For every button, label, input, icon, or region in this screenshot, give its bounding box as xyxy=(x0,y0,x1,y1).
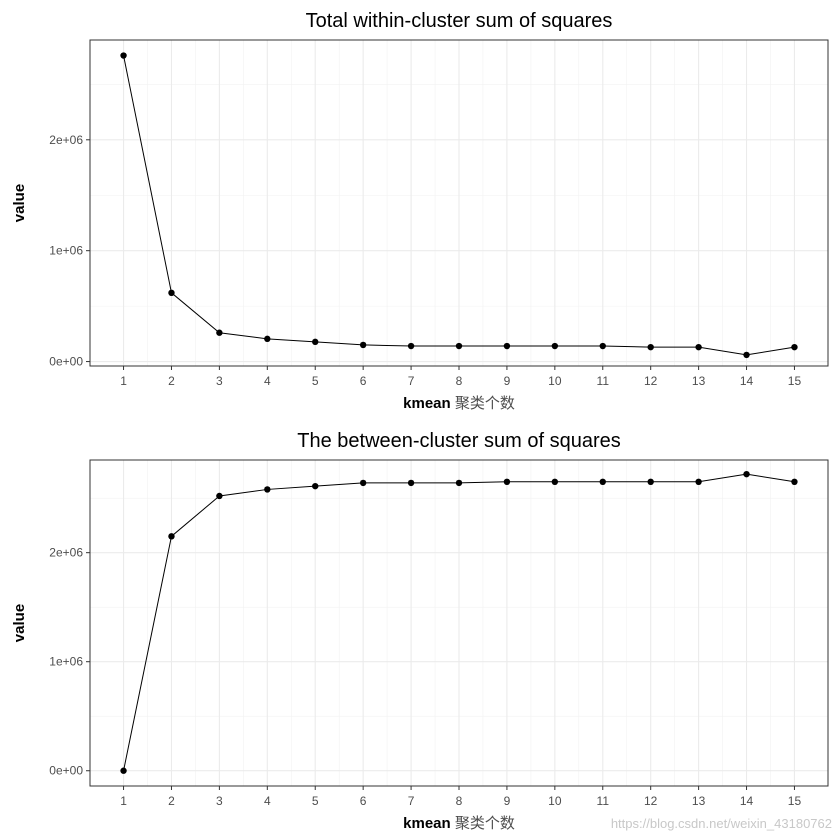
x-tick-label: 2 xyxy=(168,794,175,808)
x-tick-label: 4 xyxy=(264,374,271,388)
y-tick-label: 1e+06 xyxy=(49,244,83,258)
data-point xyxy=(312,482,319,490)
x-axis-label-suffix: 聚类个数 xyxy=(455,814,515,832)
data-point xyxy=(695,478,702,486)
x-tick-label: 10 xyxy=(548,794,562,808)
data-point xyxy=(743,351,750,359)
data-point xyxy=(599,342,606,350)
y-axis-label: value xyxy=(11,604,28,642)
y-tick-label: 1e+06 xyxy=(49,655,83,669)
panel-within-ss: 1 2 3 4 5 6 7 8 9 10 11 12 13 14 150e+001e+062e+06Tota… xyxy=(11,10,829,412)
data-point xyxy=(359,341,367,349)
x-axis-label-suffix: 聚类个数 xyxy=(455,394,515,412)
data-point xyxy=(359,479,367,487)
watermark-text: https://blog.csdn.net/weixin_43180762 xyxy=(611,816,832,831)
y-tick-label: 0e+00 xyxy=(49,355,83,369)
chart-title: Total within-cluster sum of squares xyxy=(306,10,613,32)
data-point xyxy=(791,478,798,486)
chart-title: The between-cluster sum of squares xyxy=(297,430,621,452)
data-point xyxy=(455,342,463,350)
y-axis-label: value xyxy=(11,184,28,222)
data-point xyxy=(216,492,223,500)
data-point xyxy=(455,479,463,487)
x-tick-label: 10 xyxy=(548,374,562,388)
x-axis-label-main: kmean xyxy=(403,395,455,412)
x-tick-label: 4 xyxy=(264,794,271,808)
x-axis-label-main: kmean xyxy=(403,815,455,832)
x-tick-label: 5 xyxy=(312,374,319,388)
data-point xyxy=(599,478,606,486)
x-tick-label: 7 xyxy=(408,374,415,388)
x-tick-label: 2 xyxy=(168,374,175,388)
x-tick-label: 15 xyxy=(788,794,802,808)
data-point xyxy=(743,470,750,478)
x-tick-label: 11 xyxy=(597,374,610,388)
data-point xyxy=(264,486,271,493)
data-point xyxy=(120,767,127,774)
x-tick-label: 3 xyxy=(216,374,223,388)
x-tick-label: 7 xyxy=(408,794,415,808)
data-point xyxy=(312,338,319,346)
x-axis-label: kmean 聚类个数 xyxy=(403,814,515,832)
x-tick-label: 6 xyxy=(360,374,367,388)
data-point xyxy=(120,52,127,59)
data-point xyxy=(264,335,271,343)
data-point xyxy=(503,342,511,350)
x-tick-label: 9 xyxy=(504,794,511,808)
data-point xyxy=(407,342,415,350)
data-point xyxy=(695,343,702,351)
data-point xyxy=(551,342,559,350)
x-tick-label: 5 xyxy=(312,794,319,808)
data-point xyxy=(551,478,559,486)
x-tick-label: 14 xyxy=(740,794,754,808)
data-point xyxy=(407,479,415,487)
panel-between-ss: 1 2 3 4 5 6 7 8 9 10 11 12 13 14 150e+001e+062e+06The … xyxy=(11,430,829,832)
data-point xyxy=(168,533,175,540)
x-tick-label: 15 xyxy=(788,374,802,388)
x-tick-label: 11 xyxy=(597,794,610,808)
data-point xyxy=(168,289,175,297)
x-tick-label: 13 xyxy=(692,794,706,808)
x-tick-label: 1 xyxy=(120,374,127,388)
y-tick-label: 0e+00 xyxy=(49,764,83,778)
x-tick-label: 9 xyxy=(504,374,511,388)
x-tick-label: 13 xyxy=(692,374,706,388)
data-point xyxy=(503,478,511,486)
x-tick-label: 14 xyxy=(740,374,754,388)
x-tick-label: 8 xyxy=(456,794,463,808)
data-point xyxy=(216,329,223,336)
x-axis-label: kmean 聚类个数 xyxy=(403,394,515,412)
x-tick-label: 3 xyxy=(216,794,223,808)
data-point xyxy=(647,478,654,486)
x-tick-label: 12 xyxy=(644,374,658,388)
data-point xyxy=(791,343,798,351)
x-tick-label: 8 xyxy=(456,374,463,388)
x-tick-label: 1 xyxy=(120,794,127,808)
x-tick-label: 6 xyxy=(360,794,367,808)
x-tick-label: 12 xyxy=(644,794,658,808)
data-point xyxy=(647,343,654,351)
y-tick-label: 2e+06 xyxy=(49,546,83,560)
y-tick-label: 2e+06 xyxy=(49,133,83,147)
